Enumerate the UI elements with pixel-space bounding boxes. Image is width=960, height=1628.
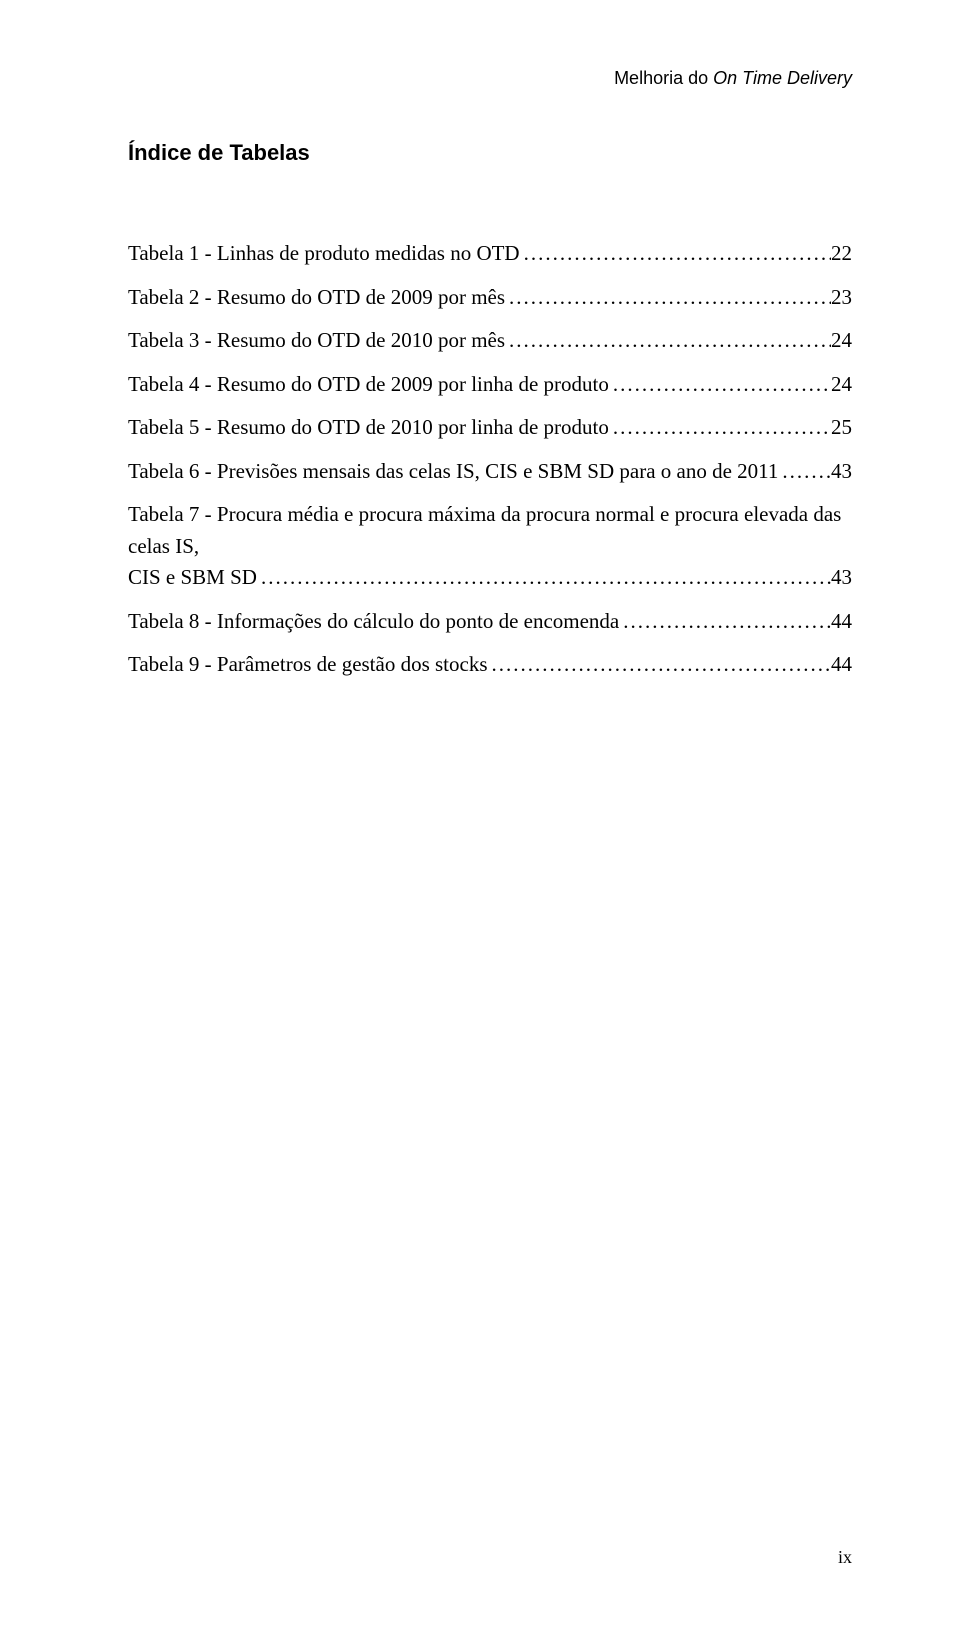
toc-entry: Tabela 7 - Procura média e procura máxim… xyxy=(128,499,852,594)
toc-page: 24 xyxy=(831,325,852,357)
header-italic: On Time Delivery xyxy=(713,68,852,88)
toc-leader: ........................................… xyxy=(609,412,831,444)
toc-label: Tabela 1 - Linhas de produto medidas no … xyxy=(128,238,520,270)
toc-page: 24 xyxy=(831,369,852,401)
toc-leader: ........................................… xyxy=(609,369,831,401)
toc-entry: Tabela 4 - Resumo do OTD de 2009 por lin… xyxy=(128,369,852,401)
toc-entry: Tabela 3 - Resumo do OTD de 2010 por mês… xyxy=(128,325,852,357)
toc-page: 25 xyxy=(831,412,852,444)
toc-list: Tabela 1 - Linhas de produto medidas no … xyxy=(128,238,852,681)
toc-leader: ........................................… xyxy=(488,649,831,681)
toc-page: 43 xyxy=(831,456,852,488)
toc-label: Tabela 7 - Procura média e procura máxim… xyxy=(128,499,852,562)
header-prefix: Melhoria do xyxy=(614,68,713,88)
toc-entry: Tabela 1 - Linhas de produto medidas no … xyxy=(128,238,852,270)
toc-label: Tabela 3 - Resumo do OTD de 2010 por mês xyxy=(128,325,505,357)
toc-label: Tabela 9 - Parâmetros de gestão dos stoc… xyxy=(128,649,488,681)
toc-page: 22 xyxy=(831,238,852,270)
toc-label: Tabela 5 - Resumo do OTD de 2010 por lin… xyxy=(128,412,609,444)
toc-leader: ........................................… xyxy=(520,238,831,270)
toc-leader: ........................................… xyxy=(257,562,831,594)
toc-entry: Tabela 6 - Previsões mensais das celas I… xyxy=(128,456,852,488)
toc-label: Tabela 8 - Informações do cálculo do pon… xyxy=(128,606,619,638)
toc-page: 44 xyxy=(831,649,852,681)
toc-leader: ........................................… xyxy=(619,606,831,638)
toc-label: Tabela 6 - Previsões mensais das celas I… xyxy=(128,456,778,488)
toc-page: 44 xyxy=(831,606,852,638)
toc-label: CIS e SBM SD xyxy=(128,562,257,594)
toc-leader: ........................................… xyxy=(778,456,831,488)
page-number: ix xyxy=(838,1547,852,1568)
toc-label: Tabela 4 - Resumo do OTD de 2009 por lin… xyxy=(128,369,609,401)
toc-leader: ........................................… xyxy=(505,282,831,314)
section-title: Índice de Tabelas xyxy=(128,140,852,166)
toc-entry: Tabela 9 - Parâmetros de gestão dos stoc… xyxy=(128,649,852,681)
toc-entry: Tabela 5 - Resumo do OTD de 2010 por lin… xyxy=(128,412,852,444)
toc-entry: Tabela 8 - Informações do cálculo do pon… xyxy=(128,606,852,638)
page: Melhoria do On Time Delivery Índice de T… xyxy=(0,0,960,1628)
toc-page: 23 xyxy=(831,282,852,314)
toc-leader: ........................................… xyxy=(505,325,831,357)
toc-page: 43 xyxy=(831,562,852,594)
toc-entry: Tabela 2 - Resumo do OTD de 2009 por mês… xyxy=(128,282,852,314)
toc-label: Tabela 2 - Resumo do OTD de 2009 por mês xyxy=(128,282,505,314)
running-header: Melhoria do On Time Delivery xyxy=(614,68,852,89)
